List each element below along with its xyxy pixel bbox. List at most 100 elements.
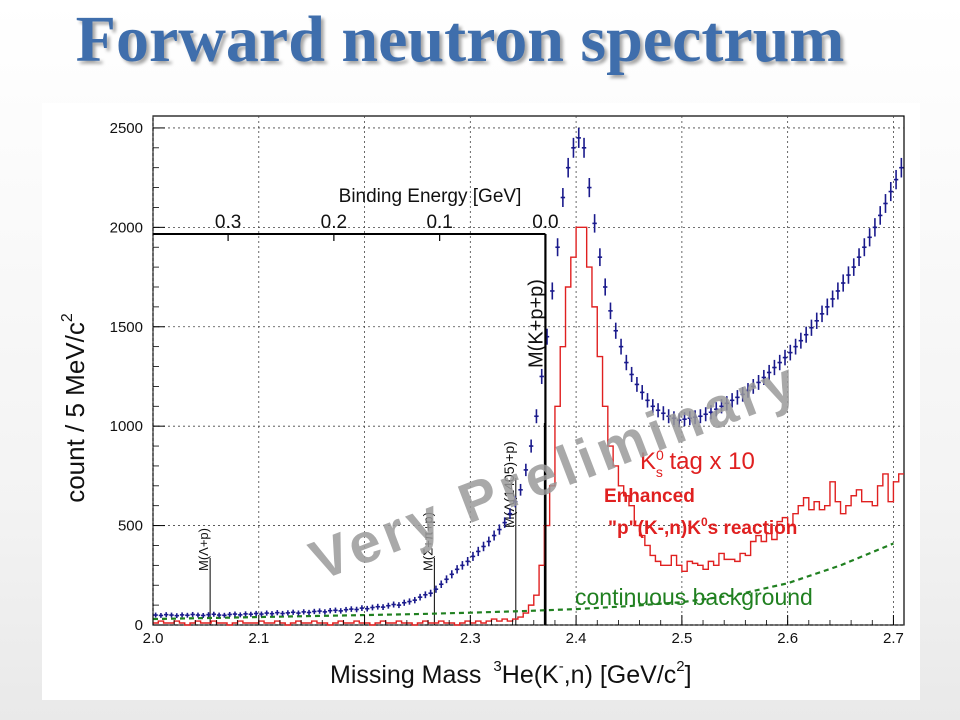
data-point xyxy=(412,596,417,604)
data-point xyxy=(682,412,687,427)
data-point xyxy=(777,354,782,371)
continuous-background-label: continuous background xyxy=(575,584,813,610)
data-point xyxy=(766,364,772,381)
data-point xyxy=(502,517,507,528)
data-point xyxy=(439,580,444,588)
data-point xyxy=(840,274,846,292)
y-tick-label: 0 xyxy=(135,617,143,634)
data-point xyxy=(803,326,809,343)
data-point xyxy=(523,463,529,477)
y-tick-label: 2500 xyxy=(110,120,143,137)
data-point xyxy=(206,612,211,618)
y-tick-label: 500 xyxy=(118,518,143,535)
data-point xyxy=(835,282,841,300)
data-point xyxy=(380,604,386,610)
data-point xyxy=(555,238,560,257)
data-point xyxy=(650,399,655,414)
data-point xyxy=(735,390,740,405)
data-point xyxy=(433,585,439,593)
data-point xyxy=(201,613,206,618)
data-point xyxy=(179,612,185,618)
x-tick-label: 2.7 xyxy=(883,630,904,647)
data-point xyxy=(576,127,581,148)
data-point xyxy=(476,546,481,557)
data-point xyxy=(407,598,412,605)
chart: M(Λ+p) M(Σ+π+p)M(Λ(1405)+p)M(K+p+p) 2.0 2.… xyxy=(59,115,905,689)
data-point xyxy=(745,383,751,398)
y-tick-label: 2000 xyxy=(110,219,143,236)
data-point xyxy=(772,359,777,376)
data-point xyxy=(640,385,645,400)
data-point xyxy=(327,607,333,614)
ks-histogram-layer xyxy=(153,226,904,626)
data-point xyxy=(888,182,893,202)
data-point xyxy=(560,188,566,208)
data-point xyxy=(364,605,370,612)
data-point xyxy=(534,409,539,424)
data-point xyxy=(190,611,195,617)
data-point xyxy=(195,612,201,618)
data-point xyxy=(317,608,322,614)
data-point xyxy=(856,248,862,267)
x-tick-label: 2.5 xyxy=(671,630,692,647)
data-point xyxy=(782,349,788,366)
data-point xyxy=(587,177,592,198)
data-point xyxy=(597,248,603,267)
data-point xyxy=(169,612,174,618)
data-point xyxy=(819,305,825,323)
data-point xyxy=(354,606,359,613)
data-point xyxy=(444,575,449,584)
data-points-layer xyxy=(153,127,904,619)
data-point xyxy=(402,599,407,606)
data-point xyxy=(645,393,650,408)
y-tick-label: 1500 xyxy=(110,319,143,336)
background-curve xyxy=(152,542,894,621)
data-point xyxy=(333,607,338,614)
data-point xyxy=(211,611,217,617)
data-point xyxy=(629,366,634,383)
data-point xyxy=(671,411,677,426)
data-point xyxy=(798,332,804,349)
data-point xyxy=(661,406,666,421)
data-point xyxy=(185,612,190,618)
data-point xyxy=(227,611,232,617)
data-point xyxy=(349,606,354,612)
data-point xyxy=(613,322,618,339)
data-point xyxy=(338,608,343,614)
data-point xyxy=(714,402,719,417)
data-point xyxy=(608,302,613,320)
data-point xyxy=(550,282,555,300)
data-point xyxy=(301,609,306,615)
ks-tag-label: K0 s tag x 10 xyxy=(640,447,755,480)
data-point xyxy=(396,602,402,609)
x-tick-label: 2.1 xyxy=(248,630,269,647)
y-axis-label: count / 5 MeV/c2 xyxy=(59,313,90,503)
data-point xyxy=(751,379,756,394)
x-tick-label: 2.0 xyxy=(143,630,164,647)
data-point xyxy=(497,524,502,535)
data-point xyxy=(253,610,259,617)
data-point xyxy=(867,228,872,247)
data-point xyxy=(423,591,428,599)
data-point xyxy=(666,409,671,424)
data-point xyxy=(449,570,455,579)
slide-title: Forward neutron spectrum xyxy=(75,3,845,76)
data-point xyxy=(634,377,640,392)
data-point xyxy=(756,374,761,390)
data-point xyxy=(275,610,280,616)
data-point xyxy=(740,387,745,402)
threshold-label: M(Λ+p) xyxy=(196,528,211,571)
plot-frame xyxy=(152,115,905,626)
data-point xyxy=(164,612,169,618)
data-point xyxy=(677,413,682,428)
data-point xyxy=(359,605,365,611)
data-point xyxy=(465,556,470,566)
data-point xyxy=(862,238,867,257)
data-point xyxy=(312,608,317,615)
threshold-label: M(Λ(1405)+p) xyxy=(501,441,517,528)
data-point xyxy=(238,612,243,618)
data-point xyxy=(343,606,349,613)
data-point xyxy=(280,610,285,617)
data-point xyxy=(687,411,693,426)
data-point xyxy=(724,396,730,411)
